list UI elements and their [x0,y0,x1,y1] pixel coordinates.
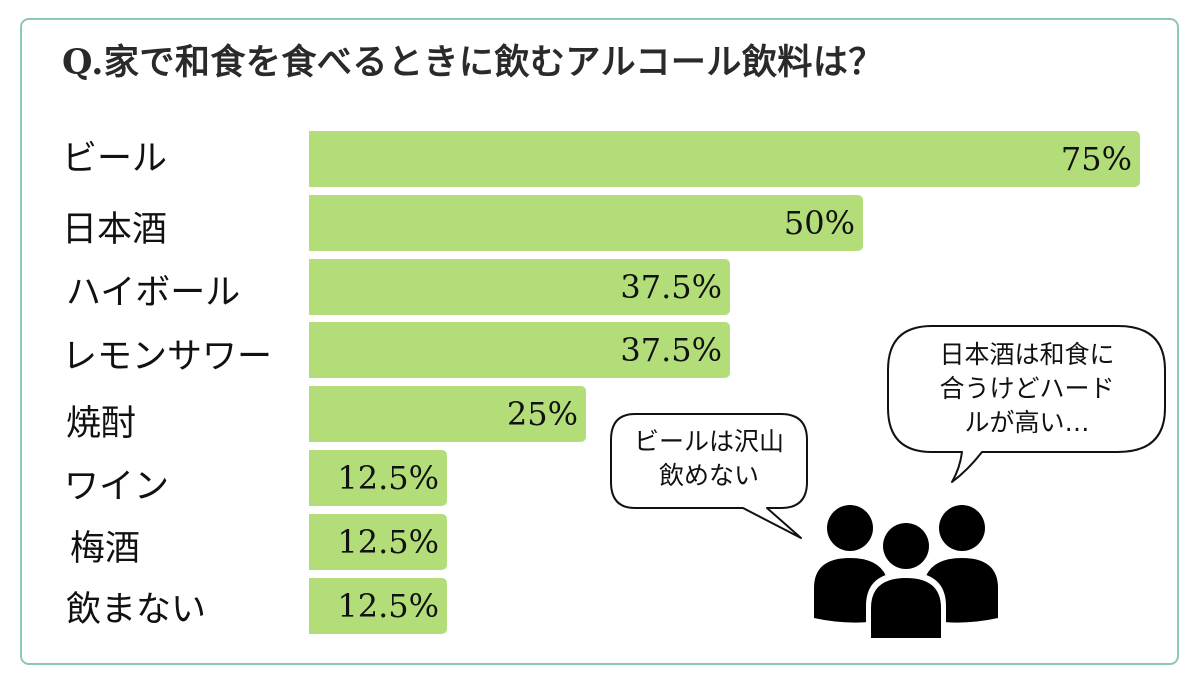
bubble-line: ルが高い… [964,408,1090,437]
bar-value-label: 12.5% [337,459,439,497]
bar-highball: 37.5% [309,259,730,315]
category-label-highball: ハイボール [66,273,241,313]
speech-bubble-right-text: 日本酒は和食に 合うけどハード ルが高い… [893,338,1161,440]
bubble-line: 合うけどハード [939,374,1115,403]
bubble-line: 飲めない [658,461,759,490]
bar-value-label: 25% [506,395,578,433]
speech-bubble-right [887,325,1166,483]
bar-lemon-sour: 37.5% [309,322,730,378]
category-label-shochu: 焼酎 [66,404,137,444]
bar-shochu: 25% [309,386,586,442]
bar-value-label: 50% [783,204,855,242]
group-of-people-icon [814,505,998,638]
category-label-umeshu: 梅酒 [70,529,141,569]
chart-title: Q.家で和食を食べるときに飲むアルコール飲料は？ [62,42,884,83]
bar-sake: 50% [309,195,863,251]
category-label-beer: ビール [62,139,168,179]
bar-umeshu: 12.5% [309,514,447,570]
category-label-sake: 日本酒 [62,210,168,250]
category-label-lemon-sour: レモンサワー [62,337,273,377]
speech-bubble-left [610,413,808,539]
bar-none: 12.5% [309,578,447,634]
bubble-line: ビールは沢山 [633,427,784,456]
category-label-none: 飲まない [66,590,207,630]
category-label-wine: ワイン [64,467,170,507]
bar-beer: 75% [309,131,1140,187]
bar-value-label: 12.5% [337,523,439,561]
speech-bubble-left-text: ビールは沢山 飲めない [611,425,807,493]
bubble-line: 日本酒は和食に [939,340,1115,369]
bar-value-label: 37.5% [620,268,722,306]
bar-wine: 12.5% [309,450,447,506]
bar-value-label: 37.5% [620,331,722,369]
bar-value-label: 12.5% [337,587,439,625]
bar-value-label: 75% [1060,140,1132,178]
